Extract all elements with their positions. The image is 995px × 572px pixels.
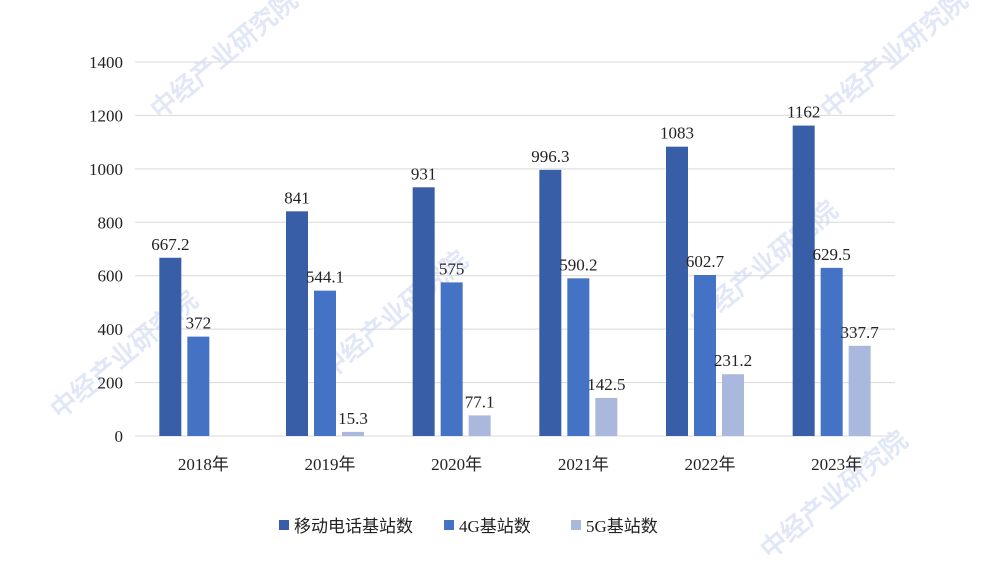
legend-swatch bbox=[444, 520, 454, 530]
data-label: 629.5 bbox=[813, 245, 851, 264]
data-label: 602.7 bbox=[686, 252, 725, 271]
watermark-text: 中经产业研究院 bbox=[755, 425, 914, 566]
watermark-text: 中经产业研究院 bbox=[815, 0, 974, 125]
bar bbox=[694, 274, 716, 436]
data-label: 667.2 bbox=[151, 235, 189, 254]
bar bbox=[567, 278, 590, 436]
data-label: 590.2 bbox=[559, 255, 597, 274]
x-tick-label: 2023年 bbox=[811, 455, 862, 474]
x-tick-label: 2019年 bbox=[305, 455, 356, 474]
bar bbox=[187, 336, 210, 436]
data-label: 372 bbox=[186, 314, 212, 333]
bar bbox=[722, 374, 744, 436]
bar bbox=[286, 211, 308, 436]
data-label: 544.1 bbox=[306, 268, 344, 287]
bar bbox=[440, 282, 463, 436]
bar bbox=[468, 415, 491, 436]
data-label: 337.7 bbox=[841, 323, 880, 342]
legend-label: 5G基站数 bbox=[586, 517, 658, 536]
y-tick-label: 1400 bbox=[89, 53, 123, 72]
data-label: 1162 bbox=[787, 103, 820, 122]
y-tick-label: 200 bbox=[98, 374, 124, 393]
bar bbox=[666, 146, 688, 437]
y-tick-label: 1000 bbox=[89, 160, 123, 179]
bar bbox=[792, 125, 815, 436]
data-label: 575 bbox=[439, 259, 465, 278]
data-label: 142.5 bbox=[587, 375, 625, 394]
bar bbox=[342, 431, 364, 436]
data-label: 996.3 bbox=[531, 147, 569, 166]
legend-label: 4G基站数 bbox=[459, 517, 531, 536]
data-label: 931 bbox=[411, 164, 437, 183]
bar bbox=[412, 187, 435, 436]
data-label: 77.1 bbox=[465, 392, 495, 411]
bar bbox=[595, 397, 618, 436]
data-label: 15.3 bbox=[338, 409, 368, 428]
y-tick-label: 0 bbox=[115, 427, 124, 446]
x-tick-label: 2018年 bbox=[178, 455, 229, 474]
x-tick-label: 2020年 bbox=[431, 455, 482, 474]
bar bbox=[159, 257, 182, 436]
watermark-text: 中经产业研究院 bbox=[145, 0, 304, 125]
data-label: 841 bbox=[284, 188, 310, 207]
bar bbox=[820, 267, 843, 436]
data-label: 1083 bbox=[660, 124, 694, 143]
legend-label: 移动电话基站数 bbox=[294, 517, 413, 536]
data-label: 231.2 bbox=[714, 351, 752, 370]
bar bbox=[314, 290, 336, 436]
x-tick-label: 2022年 bbox=[685, 455, 736, 474]
legend-swatch bbox=[279, 520, 289, 530]
bar bbox=[539, 169, 562, 436]
x-tick-label: 2021年 bbox=[558, 455, 609, 474]
y-tick-label: 600 bbox=[98, 267, 124, 286]
legend-swatch bbox=[571, 520, 581, 530]
y-tick-label: 1200 bbox=[89, 106, 123, 125]
y-tick-label: 800 bbox=[98, 213, 124, 232]
bar bbox=[848, 345, 871, 436]
y-tick-label: 400 bbox=[98, 320, 124, 339]
